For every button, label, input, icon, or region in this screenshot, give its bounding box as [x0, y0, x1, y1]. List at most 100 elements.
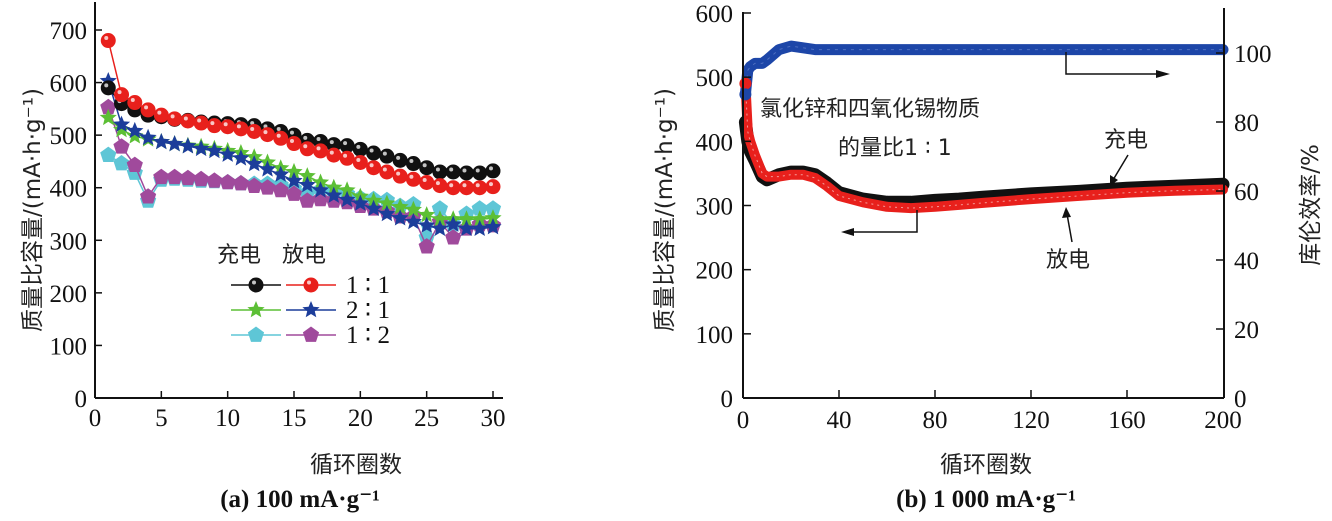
data-point — [484, 200, 502, 216]
data-point — [167, 111, 183, 127]
marker-highlight — [356, 157, 361, 162]
y-tick-label: 0 — [75, 386, 88, 413]
data-point — [219, 174, 236, 190]
data-point — [180, 113, 196, 129]
legend-marker — [303, 277, 319, 293]
series-discharge — [740, 78, 1228, 214]
data-point — [404, 212, 422, 230]
marker-highlight — [356, 144, 361, 149]
legend-label-1-1: 1 ∶ 1 — [346, 272, 390, 299]
data-point — [126, 127, 144, 144]
y-tick-label: 600 — [696, 1, 734, 28]
x-tick-label: 20 — [348, 405, 373, 432]
series-1-1-discharge — [100, 33, 501, 196]
marker-highlight — [462, 168, 467, 173]
legend-swatch-charge — [231, 326, 281, 342]
x-tick-label: 80 — [923, 407, 948, 434]
y-tick-label: 400 — [696, 129, 734, 156]
y-tick-label: 300 — [50, 228, 88, 255]
marker-highlight — [409, 174, 414, 179]
data-point — [152, 133, 170, 150]
chart-a-legend: 充电 放电 1 ∶ 1 2 ∶ 1 1 ∶ 2 — [217, 243, 390, 349]
y2-tick-label: 0 — [1234, 386, 1247, 413]
marker-highlight — [329, 140, 334, 145]
data-point — [233, 121, 249, 137]
marker-highlight — [130, 98, 135, 103]
data-point — [113, 155, 130, 171]
y2-tick-label: 20 — [1234, 317, 1259, 344]
legend-marker — [247, 301, 265, 318]
y2-tick-label: 60 — [1234, 179, 1259, 206]
data-point — [114, 87, 130, 103]
chart-b-y2-label: 库伦效率/% — [1298, 144, 1324, 266]
data-point — [338, 190, 356, 208]
x-tick-label: 15 — [282, 405, 307, 432]
data-point — [366, 160, 382, 176]
y-tick-label: 200 — [696, 258, 734, 285]
data-point — [445, 164, 461, 180]
y-tick-label: 300 — [696, 194, 734, 221]
data-point — [259, 179, 276, 195]
data-point — [338, 181, 356, 198]
chart-b-series — [738, 40, 1230, 214]
data-point — [432, 164, 448, 180]
data-point — [431, 200, 448, 216]
right-axis-pointer-arrow-icon — [1065, 52, 1170, 78]
marker-highlight — [170, 114, 175, 119]
data-point — [126, 156, 143, 172]
marker-highlight — [316, 146, 321, 151]
data-point — [444, 215, 462, 232]
data-point — [126, 121, 144, 139]
x-tick-label: 25 — [414, 405, 439, 432]
discharge-annotation: 放电 — [1046, 248, 1090, 273]
data-point — [153, 168, 170, 185]
data-point — [298, 176, 316, 193]
data-point — [285, 171, 303, 189]
data-point — [326, 147, 342, 163]
marker-highlight — [183, 116, 188, 121]
chart-a-y-label: 质量比容量/(mA·h·g⁻¹) — [20, 88, 46, 332]
marker-highlight — [223, 122, 228, 127]
legend-label-1-2: 1 ∶ 2 — [346, 322, 390, 349]
marker-highlight — [117, 90, 122, 95]
y-tick-label: 600 — [50, 71, 88, 98]
chart-b-y2-ticks: 0 20 40 60 80 100 — [1216, 41, 1272, 413]
data-point — [485, 179, 501, 195]
data-point — [472, 165, 488, 181]
marker-highlight — [343, 141, 348, 146]
data-point — [484, 218, 502, 235]
marker-highlight — [382, 167, 387, 172]
data-point — [484, 209, 502, 226]
chart-a: 0 5 10 15 20 25 30 0 100 200 300 400 500 600 700 循环圈数… — [20, 2, 506, 513]
data-point — [392, 168, 408, 184]
series-1-1-charge — [100, 80, 501, 181]
marker-highlight — [303, 144, 308, 149]
data-point — [272, 165, 290, 182]
sample-annotation-line1: 氯化锌和四氧化锡物质 — [760, 97, 980, 122]
marker-highlight — [250, 126, 255, 131]
legend-marker — [302, 301, 320, 318]
y-tick-label: 100 — [50, 333, 88, 360]
chart-b: 0 40 80 120 160 200 0 100 200 300 400 500 600 0 20 40… — [652, 1, 1324, 513]
data-point — [140, 102, 156, 118]
marker-highlight — [104, 83, 109, 88]
chart-b-x-ticks: 0 40 80 120 160 200 — [737, 390, 1242, 434]
y-tick-label: 400 — [50, 176, 88, 203]
data-point — [193, 170, 210, 187]
chart-a-caption: (a) 100 mA·g⁻¹ — [220, 486, 380, 513]
marker-highlight — [435, 181, 440, 186]
data-point — [285, 185, 303, 201]
y-tick-label: 0 — [721, 386, 734, 413]
data-point — [418, 216, 436, 233]
marker-highlight — [422, 177, 427, 182]
data-point — [457, 219, 475, 236]
x-tick-label: 5 — [155, 405, 168, 432]
x-tick-label: 30 — [481, 405, 506, 432]
marker-highlight — [252, 280, 256, 285]
series-band — [739, 40, 1229, 100]
data-point — [405, 171, 421, 187]
data-point — [113, 115, 131, 132]
data-point — [113, 138, 130, 154]
marker-highlight — [276, 126, 281, 131]
data-point — [179, 137, 197, 154]
